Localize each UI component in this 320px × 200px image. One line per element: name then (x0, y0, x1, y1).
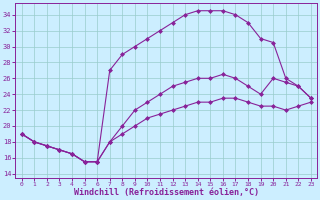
X-axis label: Windchill (Refroidissement éolien,°C): Windchill (Refroidissement éolien,°C) (74, 188, 259, 197)
